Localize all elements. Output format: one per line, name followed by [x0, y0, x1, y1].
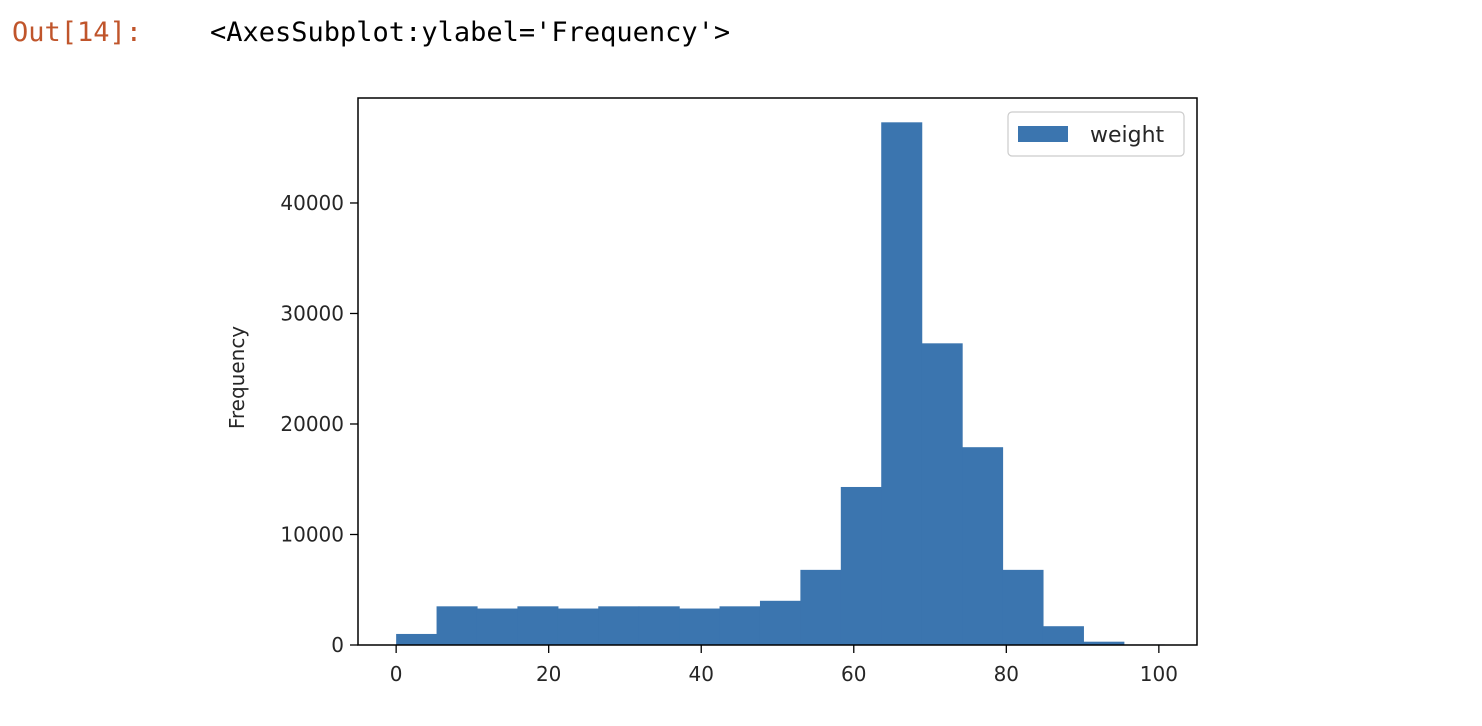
histogram-bar — [517, 606, 559, 645]
x-tick-label: 60 — [841, 662, 866, 686]
histogram-bar — [759, 600, 801, 645]
histogram-bar — [800, 569, 842, 645]
legend-swatch-weight — [1018, 126, 1068, 142]
bars-group — [396, 122, 1165, 646]
histogram-bar — [840, 486, 882, 645]
histogram-bar — [476, 608, 519, 645]
histogram-bar — [638, 606, 680, 645]
legend-label-weight: weight — [1090, 123, 1165, 148]
y-tick-label: 0 — [331, 633, 344, 657]
plot-frame — [357, 97, 1198, 646]
legend: weight — [1007, 111, 1185, 157]
x-tick-label: 0 — [390, 662, 403, 686]
y-axis-ticks: 0 10000 20000 30000 40000 — [280, 191, 358, 657]
histogram-bar — [921, 343, 963, 645]
output-line: Out[14]: <AxesSubplot:ylabel='Frequency'… — [12, 12, 730, 52]
y-tick-label: 30000 — [280, 301, 344, 325]
histogram-bar — [436, 606, 478, 645]
histogram-bar — [1002, 569, 1044, 645]
y-axis-label: Frequency — [225, 326, 249, 429]
histogram-bar — [396, 633, 438, 645]
legend-box — [1007, 111, 1185, 157]
histogram-bar — [1042, 626, 1084, 645]
histogram-bar — [557, 608, 599, 645]
histogram-bar — [598, 606, 640, 645]
histogram-bar — [881, 122, 923, 646]
histogram-bar — [719, 606, 761, 645]
histogram-bar — [679, 608, 721, 645]
output-text: <AxesSubplot:ylabel='Frequency'> — [210, 16, 731, 48]
x-tick-label: 40 — [689, 662, 714, 686]
x-tick-label: 80 — [994, 662, 1019, 686]
x-tick-label: 20 — [536, 662, 561, 686]
y-tick-label: 10000 — [280, 522, 344, 546]
histogram-bar — [962, 447, 1004, 645]
y-tick-label: 40000 — [280, 191, 344, 215]
histogram-bar — [1083, 641, 1125, 645]
output-prompt: Out[14]: — [12, 16, 143, 48]
x-tick-label: 100 — [1140, 662, 1178, 686]
x-axis-ticks: 0 20 40 60 80 100 — [390, 645, 1178, 686]
y-tick-label: 20000 — [280, 412, 344, 436]
